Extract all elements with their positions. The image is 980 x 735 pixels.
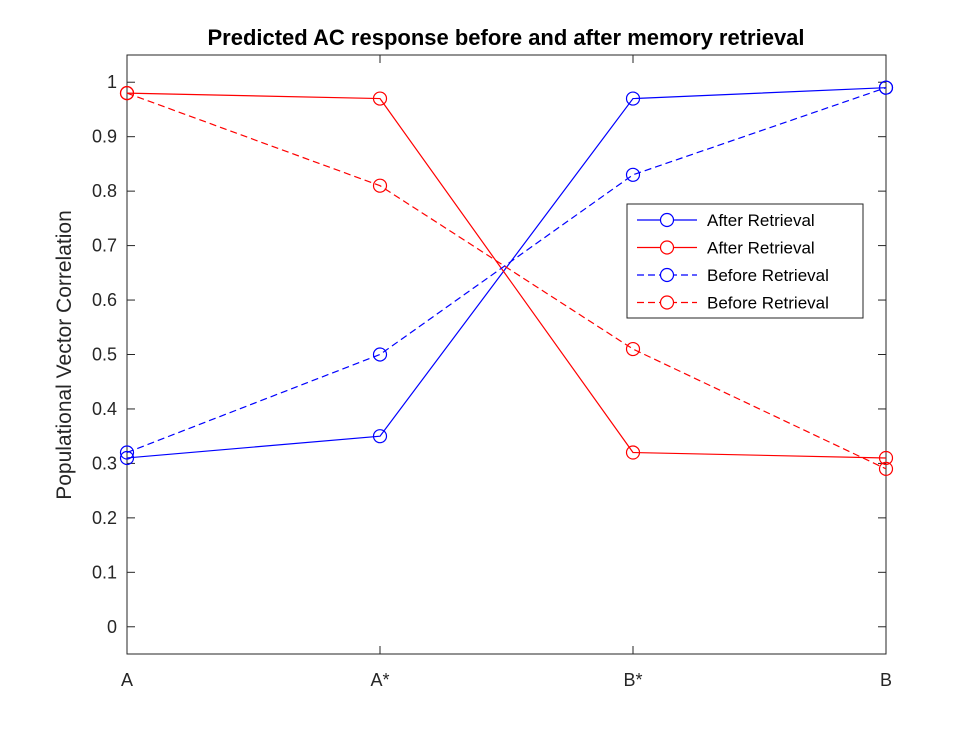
data-point <box>119 86 135 101</box>
series-line <box>126 87 887 454</box>
data-point <box>119 445 135 460</box>
y-tick-label: 0.5 <box>92 345 117 365</box>
legend-label: After Retrieval <box>707 239 815 258</box>
y-tick-label: 0.6 <box>92 290 117 310</box>
data-point <box>119 450 135 466</box>
y-tick-label: 1 <box>107 72 117 92</box>
legend-marker <box>659 295 675 310</box>
y-tick-label: 0.7 <box>92 236 117 256</box>
legend-marker <box>659 240 675 255</box>
series-line <box>126 92 887 459</box>
x-tick-label: B <box>880 670 892 690</box>
y-tick-label: 0.2 <box>92 508 117 528</box>
series-3 <box>119 80 894 460</box>
y-tick-label: 0.1 <box>92 562 117 582</box>
data-point <box>878 80 894 95</box>
y-axis-label: Populational Vector Correlation <box>53 210 76 500</box>
chart-title: Predicted AC response before and after m… <box>207 25 804 50</box>
x-tick-label: A* <box>370 670 389 690</box>
series-line <box>126 92 887 470</box>
y-tick-label: 0 <box>107 617 117 637</box>
data-point <box>372 91 388 106</box>
legend-marker <box>659 212 675 228</box>
data-point <box>372 429 388 444</box>
axes: 0 0.1 0.2 0.3 0.4 0.5 0.6 0.7 0.8 0.9 1 A A* B* B <box>92 54 892 690</box>
legend: After Retrieval After Retrieval Before Ret… <box>626 203 864 319</box>
data-point <box>625 91 641 106</box>
data-point <box>878 461 894 476</box>
y-tick-label: 0.4 <box>92 399 117 419</box>
y-tick-label: 0.9 <box>92 127 117 147</box>
series-4 <box>119 86 894 476</box>
x-tick-label: B* <box>623 670 642 690</box>
data-point <box>372 178 388 193</box>
legend-label: Before Retrieval <box>707 294 829 313</box>
x-tick-label: A <box>121 670 133 690</box>
data-point <box>372 347 388 362</box>
data-point <box>625 167 641 182</box>
legend-label: After Retrieval <box>707 211 815 230</box>
legend-label: Before Retrieval <box>707 266 829 285</box>
legend-marker <box>659 267 675 283</box>
y-tick-label: 0.8 <box>92 181 117 201</box>
series-group <box>119 80 894 476</box>
y-tick-label: 0.3 <box>92 453 117 473</box>
data-point <box>625 445 641 460</box>
data-point <box>625 341 641 357</box>
data-point <box>878 450 894 466</box>
